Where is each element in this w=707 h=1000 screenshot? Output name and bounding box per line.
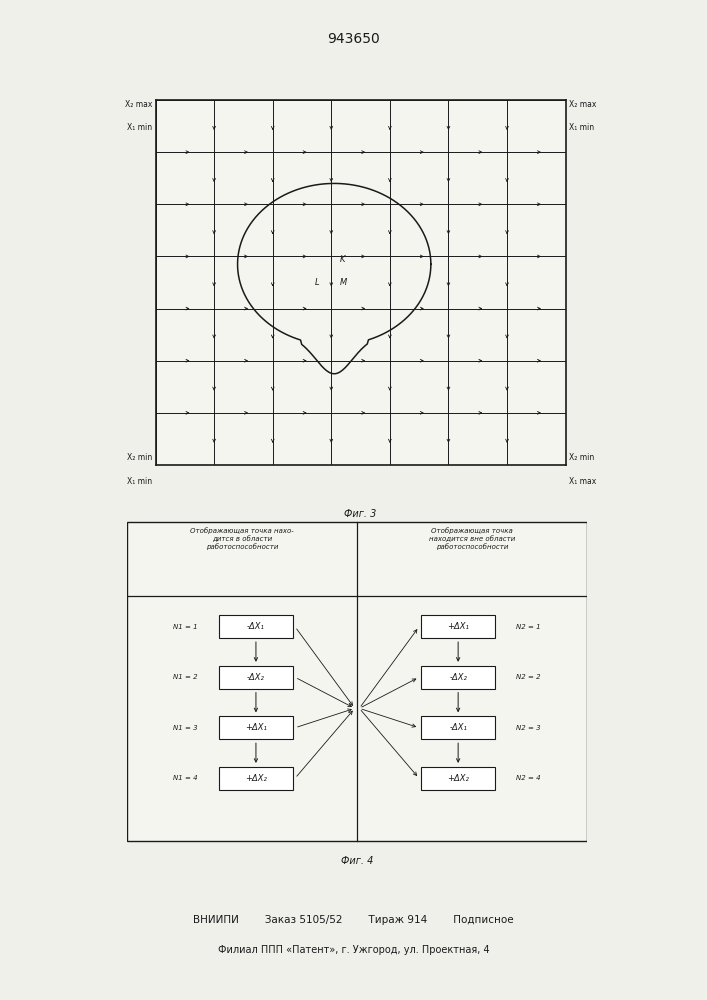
Text: N2 = 4: N2 = 4 (516, 775, 541, 781)
Text: +ΔX₂: +ΔX₂ (245, 774, 267, 783)
Text: Фиг. 3: Фиг. 3 (344, 509, 377, 519)
Text: X₁ min: X₁ min (127, 123, 153, 132)
Text: X₂ max: X₂ max (568, 100, 596, 109)
Bar (421, 716, 495, 739)
Text: K: K (340, 255, 346, 264)
Text: Фиг. 4: Фиг. 4 (341, 856, 373, 866)
Text: +ΔX₁: +ΔX₁ (245, 723, 267, 732)
Text: X₁ max: X₁ max (568, 477, 596, 486)
Text: N1 = 2: N1 = 2 (173, 674, 198, 680)
Text: L: L (315, 278, 319, 287)
Text: X₁ min: X₁ min (568, 123, 594, 132)
Bar (219, 716, 293, 739)
Bar (421, 615, 495, 638)
Text: N1 = 1: N1 = 1 (173, 624, 198, 630)
Text: -ΔX₂: -ΔX₂ (247, 673, 265, 682)
Text: N2 = 3: N2 = 3 (516, 725, 541, 731)
Text: N2 = 2: N2 = 2 (516, 674, 541, 680)
Text: N1 = 3: N1 = 3 (173, 725, 198, 731)
Bar (421, 666, 495, 689)
Text: X₂ min: X₂ min (127, 453, 153, 462)
Text: X₁ min: X₁ min (127, 477, 153, 486)
Text: -ΔX₂: -ΔX₂ (449, 673, 467, 682)
Bar (219, 666, 293, 689)
Text: 943650: 943650 (327, 32, 380, 46)
Text: Отображающая точка нахо-
дится в области
работоспособности: Отображающая точка нахо- дится в области… (190, 528, 294, 550)
Text: Отображающая точка
находится вне области
работоспособности: Отображающая точка находится вне области… (429, 528, 515, 550)
Text: Филиал ППП «Патент», г. Ужгород, ул. Проектная, 4: Филиал ППП «Патент», г. Ужгород, ул. Про… (218, 945, 489, 955)
Bar (219, 615, 293, 638)
Text: N1 = 4: N1 = 4 (173, 775, 198, 781)
Text: +ΔX₁: +ΔX₁ (448, 622, 469, 631)
Bar (421, 767, 495, 790)
Text: M: M (339, 278, 346, 287)
Text: N2 = 1: N2 = 1 (516, 624, 541, 630)
Text: -ΔX₁: -ΔX₁ (247, 622, 265, 631)
Text: +ΔX₂: +ΔX₂ (448, 774, 469, 783)
Text: X₂ min: X₂ min (568, 453, 594, 462)
Bar (219, 767, 293, 790)
Text: -ΔX₁: -ΔX₁ (449, 723, 467, 732)
Text: ВНИИПИ        Заказ 5105/52        Тираж 914        Подписное: ВНИИПИ Заказ 5105/52 Тираж 914 Подписное (193, 915, 514, 925)
Text: X₂ max: X₂ max (125, 100, 153, 109)
